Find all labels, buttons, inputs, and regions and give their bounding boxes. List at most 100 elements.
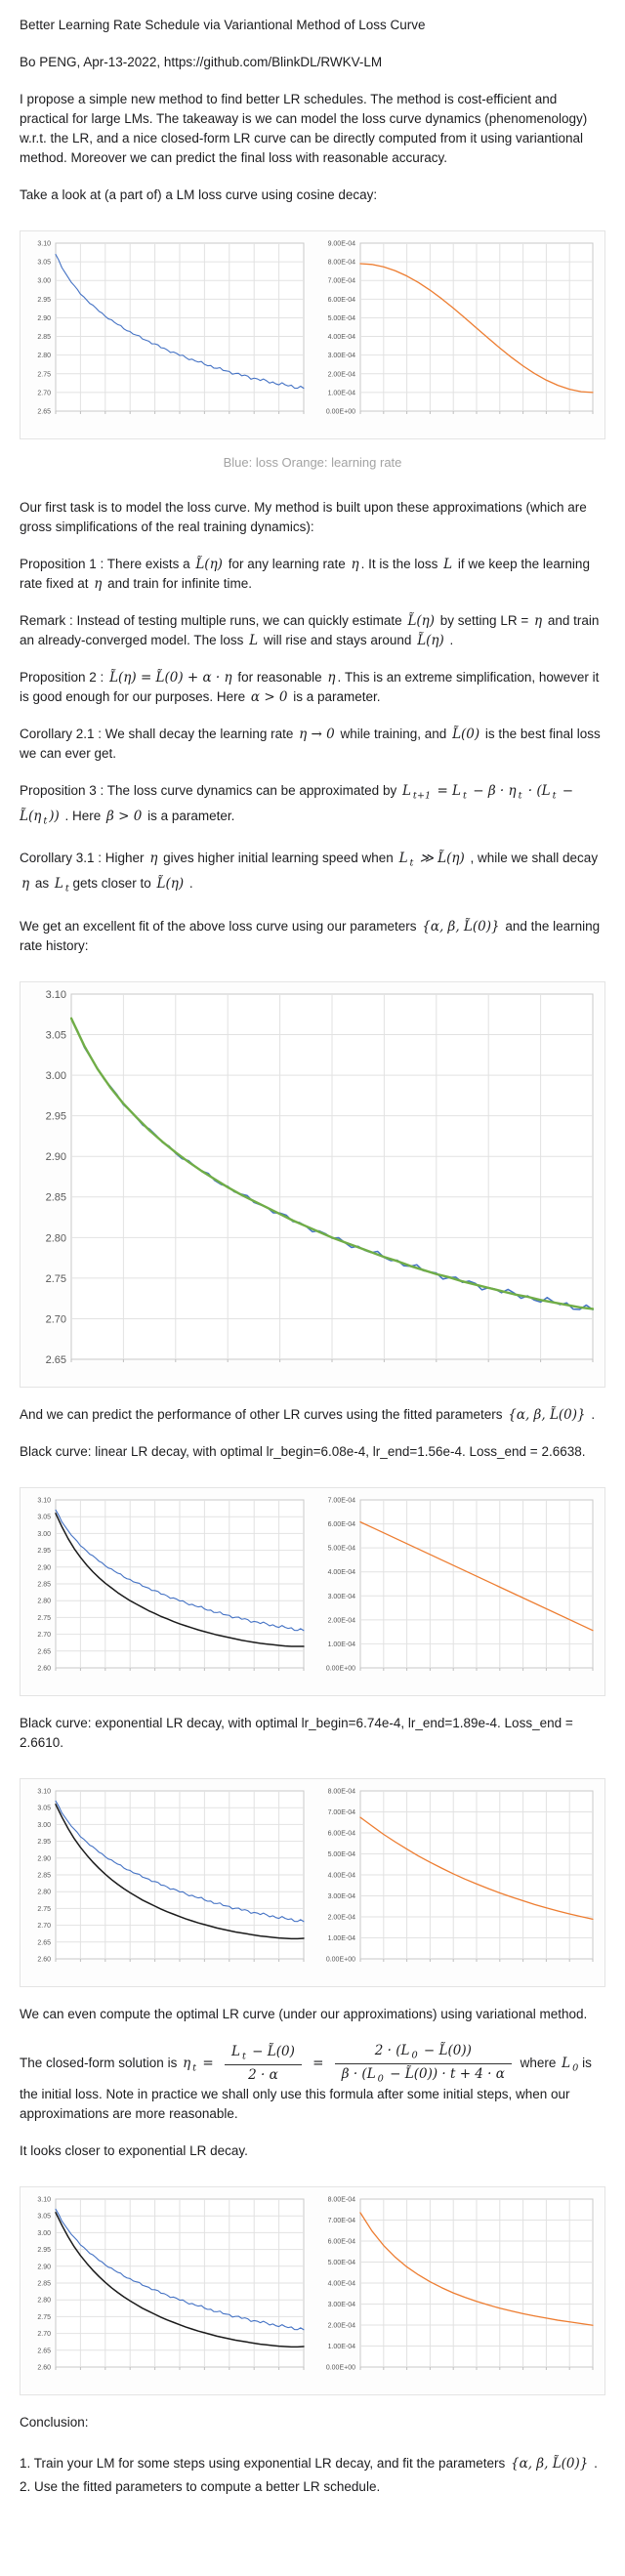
svg-text:2.60: 2.60 (37, 2365, 51, 2372)
page-title: Better Learning Rate Schedule via Varian… (20, 18, 426, 32)
svg-text:4.00E-04: 4.00E-04 (328, 334, 356, 341)
svg-text:2.90: 2.90 (37, 1855, 51, 1862)
exp-decay-result: Black curve: exponential LR decay, with … (20, 1715, 573, 1750)
svg-text:2.70: 2.70 (37, 1632, 51, 1639)
svg-text:2.70: 2.70 (37, 2331, 51, 2338)
svg-text:4.00E-04: 4.00E-04 (328, 2281, 356, 2288)
svg-text:2.90: 2.90 (46, 1151, 66, 1163)
svg-text:2.75: 2.75 (37, 1906, 51, 1913)
svg-text:3.05: 3.05 (37, 1805, 51, 1811)
svg-text:2.95: 2.95 (37, 2247, 51, 2254)
svg-text:3.00E-04: 3.00E-04 (328, 1594, 356, 1600)
svg-text:6.00E-04: 6.00E-04 (328, 297, 356, 304)
corollary-2-1: Corollary 2.1 : We shall decay the learn… (20, 727, 601, 761)
closer-exp-paragraph: It looks closer to exponential LR decay. (20, 2143, 248, 2159)
svg-text:3.05: 3.05 (37, 1514, 51, 1520)
cosine-example-lead: Take a look at (a part of) a LM loss cur… (20, 187, 378, 202)
svg-text:3.00: 3.00 (37, 1531, 51, 1538)
proposition-1: Proposition 1 : There exists a L̃(η) for… (20, 557, 590, 592)
chart-lr-exp: 8.00E-04 7.00E-04 6.00E-04 5.00E-04 4.00E-04… (315, 1785, 599, 1980)
svg-text:2.60: 2.60 (37, 1665, 51, 1672)
svg-text:6.00E-04: 6.00E-04 (328, 1521, 356, 1528)
svg-text:2.70: 2.70 (37, 1923, 51, 1930)
conclusion-list: 1. Train your LM for some steps using ex… (20, 2454, 605, 2497)
svg-text:2.95: 2.95 (46, 1110, 66, 1122)
chart-loss-vs-exp: 3.10 3.05 3.00 2.95 2.90 2.85 2.80 2.75 2.70 2.65… (26, 1785, 310, 1980)
svg-text:3.00: 3.00 (46, 1070, 66, 1082)
svg-text:4.00E-04: 4.00E-04 (328, 1872, 356, 1879)
svg-text:8.00E-04: 8.00E-04 (328, 1788, 356, 1795)
svg-text:3.00: 3.00 (37, 278, 51, 285)
svg-text:3.00E-04: 3.00E-04 (328, 2302, 356, 2308)
svg-text:3.00E-04: 3.00E-04 (328, 1893, 356, 1900)
svg-text:2.00E-04: 2.00E-04 (328, 371, 356, 378)
svg-text:3.00: 3.00 (37, 1822, 51, 1829)
svg-text:1.00E-04: 1.00E-04 (328, 1641, 356, 1648)
svg-text:2.70: 2.70 (46, 1313, 66, 1325)
chart-loss-vs-linear: 3.10 3.05 3.00 2.95 2.90 2.85 2.80 2.75 2.70 2.65… (26, 1494, 310, 1689)
svg-text:3.10: 3.10 (37, 1788, 51, 1795)
svg-text:0.00E+00: 0.00E+00 (326, 2365, 355, 2372)
svg-text:2.65: 2.65 (46, 1354, 66, 1366)
svg-text:6.00E-04: 6.00E-04 (328, 2239, 356, 2246)
svg-text:1.00E-04: 1.00E-04 (328, 1935, 356, 1942)
svg-text:2.95: 2.95 (37, 1548, 51, 1555)
fit-paragraph: We get an excellent fit of the above los… (20, 918, 601, 953)
proposition-3: Proposition 3 : The loss curve dynamics … (20, 783, 574, 827)
svg-text:5.00E-04: 5.00E-04 (328, 315, 356, 322)
svg-text:1.00E-04: 1.00E-04 (328, 2344, 356, 2350)
svg-text:8.00E-04: 8.00E-04 (328, 260, 356, 267)
svg-text:2.80: 2.80 (37, 2298, 51, 2305)
svg-text:2.00E-04: 2.00E-04 (328, 1914, 356, 1921)
svg-text:3.10: 3.10 (46, 989, 66, 1001)
svg-text:3.05: 3.05 (46, 1029, 66, 1041)
corollary-3-1: Corollary 3.1 : Higher η gives higher in… (20, 851, 599, 894)
proposition-2: Proposition 2 : L̃(η) = L̃(0) + α · η fo… (20, 670, 600, 705)
chart-lr-cosine: 9.00E-04 8.00E-04 7.00E-04 6.00E-04 5.00E-04… (315, 237, 599, 433)
svg-text:2.85: 2.85 (46, 1191, 66, 1203)
svg-text:2.75: 2.75 (46, 1273, 66, 1285)
chart-pair-exp: 3.10 3.05 3.00 2.95 2.90 2.85 2.80 2.75 2.70 2.65… (20, 1777, 605, 1987)
predict-paragraph: And we can predict the performance of ot… (20, 1406, 596, 1423)
svg-text:2.85: 2.85 (37, 1872, 51, 1879)
svg-text:2.90: 2.90 (37, 1564, 51, 1571)
svg-text:2.75: 2.75 (37, 1615, 51, 1622)
svg-text:2.75: 2.75 (37, 2314, 51, 2321)
svg-text:5.00E-04: 5.00E-04 (328, 1545, 356, 1552)
conclusion-item-1: 1. Train your LM for some steps using ex… (20, 2456, 598, 2472)
svg-text:3.00: 3.00 (37, 2230, 51, 2237)
svg-text:2.95: 2.95 (37, 297, 51, 304)
conclusion-item-2: 2. Use the fitted parameters to compute … (20, 2479, 381, 2495)
svg-text:3.10: 3.10 (37, 1497, 51, 1504)
svg-text:2.90: 2.90 (37, 2264, 51, 2271)
svg-text:1.00E-04: 1.00E-04 (328, 390, 356, 396)
chart-lr-optimal: 8.00E-04 7.00E-04 6.00E-04 5.00E-04 4.00E-04… (315, 2193, 599, 2389)
svg-text:3.10: 3.10 (37, 241, 51, 248)
chart-pair-linear: 3.10 3.05 3.00 2.95 2.90 2.85 2.80 2.75 2.70 2.65… (20, 1486, 605, 1696)
svg-text:6.00E-04: 6.00E-04 (328, 1830, 356, 1837)
chart-caption: Blue: loss Orange: learning rate (223, 455, 402, 470)
svg-text:2.00E-04: 2.00E-04 (328, 2323, 356, 2330)
chart-pair-cosine: 3.10 3.05 3.00 2.95 2.90 2.85 2.80 2.75 2.70 2.65… (20, 230, 605, 439)
svg-text:0.00E+00: 0.00E+00 (326, 1956, 355, 1963)
svg-text:0.00E+00: 0.00E+00 (326, 1665, 355, 1672)
svg-text:2.65: 2.65 (37, 1939, 51, 1946)
variational-paragraph: We can even compute the optimal LR curve… (20, 2006, 588, 2021)
conclusion-heading: Conclusion: (20, 2415, 89, 2431)
chart-loss-vs-optimal: 3.10 3.05 3.00 2.95 2.90 2.85 2.80 2.75 2.70 2.65… (26, 2193, 310, 2389)
svg-text:2.80: 2.80 (37, 353, 51, 359)
svg-text:2.65: 2.65 (37, 1648, 51, 1655)
svg-text:2.90: 2.90 (37, 315, 51, 322)
chart-loss-cosine: 3.10 3.05 3.00 2.95 2.90 2.85 2.80 2.75 2.70 2.65 (26, 237, 310, 433)
svg-text:5.00E-04: 5.00E-04 (328, 1851, 356, 1858)
svg-text:2.80: 2.80 (37, 1889, 51, 1895)
svg-text:3.00E-04: 3.00E-04 (328, 353, 356, 359)
svg-text:2.95: 2.95 (37, 1839, 51, 1846)
svg-text:3.10: 3.10 (37, 2197, 51, 2204)
svg-text:3.05: 3.05 (37, 260, 51, 267)
svg-text:2.85: 2.85 (37, 2281, 51, 2288)
first-task-paragraph: Our first task is to model the loss curv… (20, 500, 587, 534)
svg-text:5.00E-04: 5.00E-04 (328, 2260, 356, 2266)
svg-text:7.00E-04: 7.00E-04 (328, 1497, 356, 1504)
